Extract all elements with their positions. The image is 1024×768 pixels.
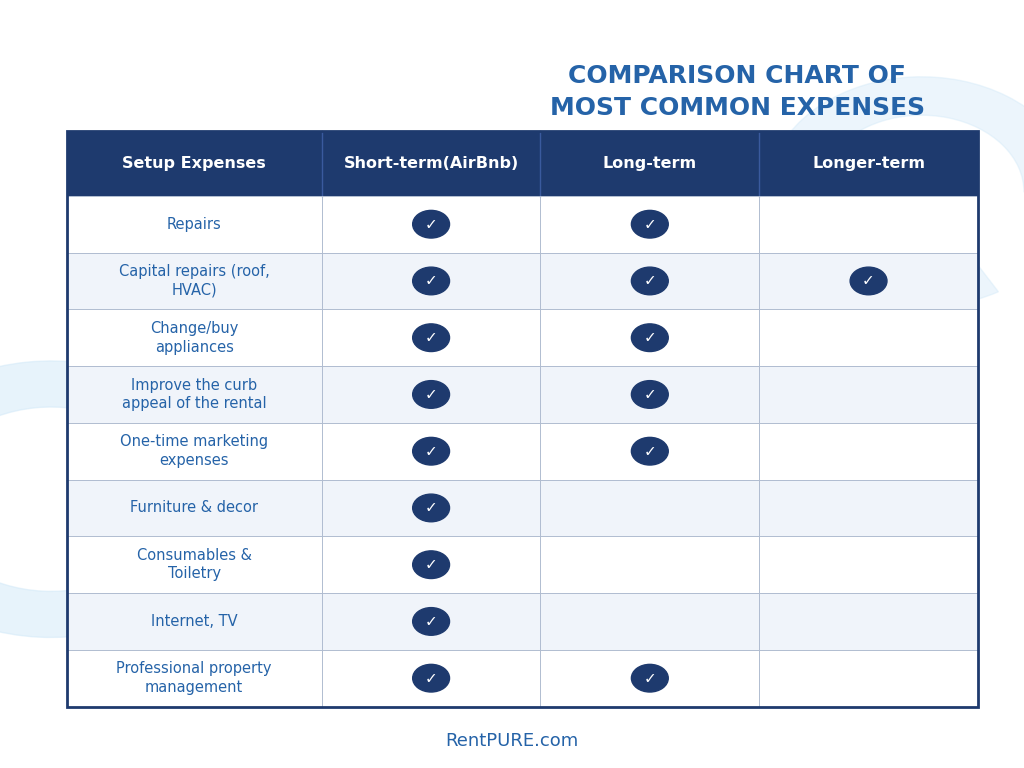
Text: ✓: ✓ <box>425 330 437 345</box>
Text: ✓: ✓ <box>643 444 656 458</box>
Text: ✓: ✓ <box>643 670 656 686</box>
Text: Internet, TV: Internet, TV <box>151 614 238 629</box>
Text: ✓: ✓ <box>643 217 656 232</box>
Text: ✓: ✓ <box>425 217 437 232</box>
Text: ✓: ✓ <box>643 273 656 289</box>
Text: One-time marketing
expenses: One-time marketing expenses <box>120 435 268 468</box>
Text: Longer-term: Longer-term <box>812 156 925 170</box>
Text: ✓: ✓ <box>643 387 656 402</box>
Text: ✓: ✓ <box>862 273 874 289</box>
Text: ✓: ✓ <box>425 501 437 515</box>
Text: Long-term: Long-term <box>603 156 697 170</box>
Text: Repairs: Repairs <box>167 217 221 232</box>
Text: ✓: ✓ <box>425 444 437 458</box>
Text: ✓: ✓ <box>425 614 437 629</box>
Text: ✓: ✓ <box>425 558 437 572</box>
Text: ✓: ✓ <box>643 330 656 345</box>
Text: Furniture & decor: Furniture & decor <box>130 501 258 515</box>
Text: ✓: ✓ <box>425 273 437 289</box>
Text: Change/buy
appliances: Change/buy appliances <box>150 321 239 355</box>
Text: Consumables &
Toiletry: Consumables & Toiletry <box>136 548 252 581</box>
Text: Improve the curb
appeal of the rental: Improve the curb appeal of the rental <box>122 378 266 411</box>
Text: ✓: ✓ <box>425 387 437 402</box>
Text: ✓: ✓ <box>425 670 437 686</box>
Text: Capital repairs (roof,
HVAC): Capital repairs (roof, HVAC) <box>119 264 269 298</box>
Text: Short-term(AirBnb): Short-term(AirBnb) <box>343 156 519 170</box>
Text: Setup Expenses: Setup Expenses <box>122 156 266 170</box>
Text: COMPARISON CHART OF
MOST COMMON EXPENSES: COMPARISON CHART OF MOST COMMON EXPENSES <box>550 65 925 120</box>
Text: Professional property
management: Professional property management <box>117 661 272 695</box>
Text: RentPURE.com: RentPURE.com <box>445 732 579 750</box>
